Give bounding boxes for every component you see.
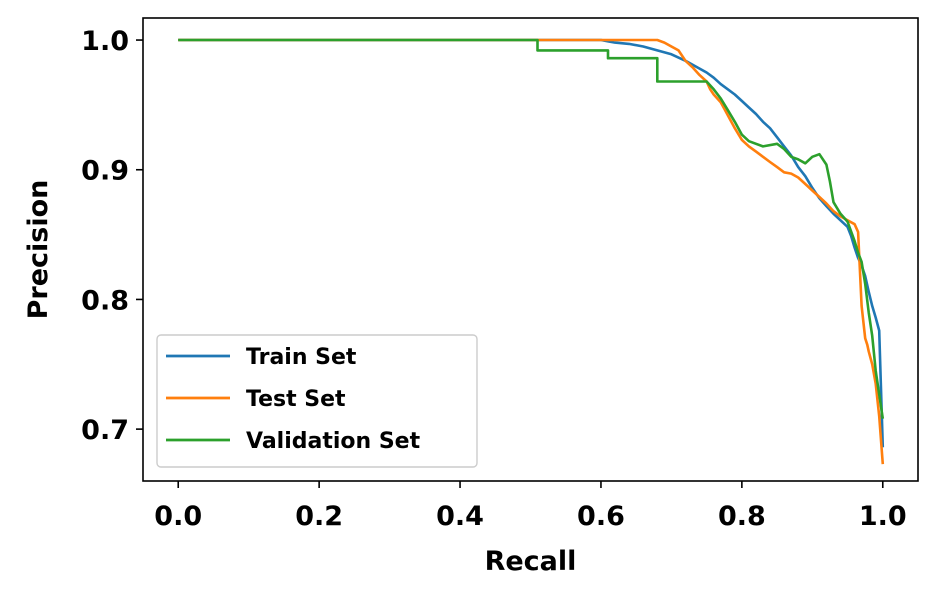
x-axis-title: Recall xyxy=(485,546,577,577)
legend-label: Train Set xyxy=(246,345,357,370)
y-tick-label: 0.7 xyxy=(81,415,129,446)
axes-frame xyxy=(142,17,919,482)
series-line-1 xyxy=(178,38,885,465)
x-tick-label: 0.2 xyxy=(295,501,343,532)
x-tick-label: 0.0 xyxy=(154,501,202,532)
legend-label: Test Set xyxy=(246,387,346,412)
y-tick-label: 0.8 xyxy=(81,285,129,316)
y-axis: 0.7 0.8 0.9 1.0 xyxy=(81,26,143,446)
x-tick-label: 0.8 xyxy=(718,501,766,532)
x-tick-label: 0.6 xyxy=(577,501,625,532)
y-axis-title: Precision xyxy=(23,180,54,320)
legend-box xyxy=(156,334,478,468)
legend: Train Set Test Set Validation Set xyxy=(156,334,478,468)
y-tick-label: 1.0 xyxy=(81,26,129,57)
x-tick-label: 0.4 xyxy=(436,501,484,532)
x-axis: 0.0 0.2 0.4 0.6 0.8 1.0 xyxy=(154,481,907,532)
y-tick-label: 0.9 xyxy=(81,156,129,187)
x-tick-label: 1.0 xyxy=(859,501,907,532)
series-line-2 xyxy=(178,38,885,419)
legend-label: Validation Set xyxy=(246,429,421,454)
series-lines xyxy=(178,38,885,465)
